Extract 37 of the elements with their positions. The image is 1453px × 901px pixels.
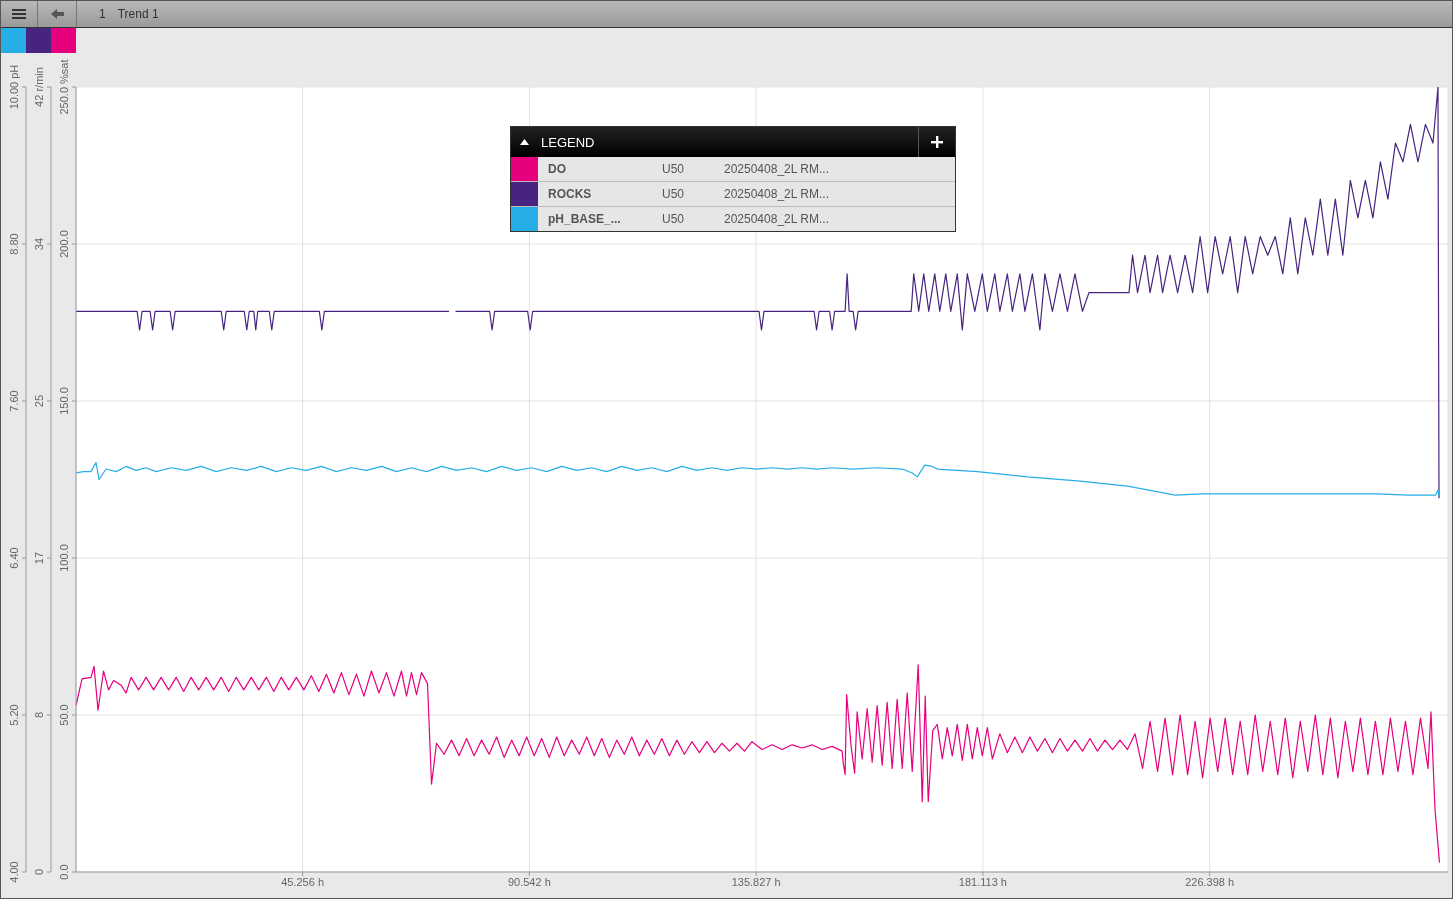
x-tick-label: 181.113 h [958,875,1007,888]
x-tick-label: 90.542 h [507,875,551,888]
x-tick-label: 45.256 h [281,875,325,888]
line-series [76,664,1441,864]
legend-label: DO [547,162,567,176]
chart-subtitle: 1 [99,7,106,21]
y3-tick-label: 5.20 [8,704,20,726]
y2-tick-label: 8 [33,711,45,719]
annotation: U50 [662,187,685,201]
y3-tick-label: 4.00 [8,861,20,883]
legend-label: ROCKS [547,187,593,201]
y3-tick-label: 10.00 pH [8,64,20,110]
y-tick-label: 100.0 [58,544,70,572]
x-tick-label: 135.827 h [731,875,781,888]
y3-tick-label: 7.60 [8,390,20,412]
chart-title: Trend 1 [117,7,159,21]
y2-tick-label: 0 [33,868,45,876]
x-tick-label: 226.398 h [1185,875,1235,888]
annotation: 20250408_2L RM... [724,212,829,226]
y2-tick-label: 17 [33,551,45,565]
y-tick-label: 50.0 [58,704,70,726]
legend-label: pH_BASE_... [547,212,622,226]
y2-tick-label: 34 [33,237,45,251]
annotation: 20250408_2L RM... [724,187,829,201]
y-tick-label: 200.0 [58,230,70,258]
annotation: U50 [662,162,685,176]
y3-tick-label: 6.40 [8,547,20,569]
y-tick-label: 150.0 [58,387,70,415]
y2-tick-label: 25 [33,394,45,408]
annotation: U50 [662,212,685,226]
line-series [76,461,1440,498]
legend-title: LEGEND [541,134,595,150]
y2-tick-label: 42 r/min [33,67,45,107]
y-tick-label: 250.0 %sat [58,59,70,115]
y-tick-label: 0.0 [58,864,70,880]
annotation: 20250408_2L RM... [724,162,829,176]
y3-tick-label: 8.80 [8,233,20,255]
